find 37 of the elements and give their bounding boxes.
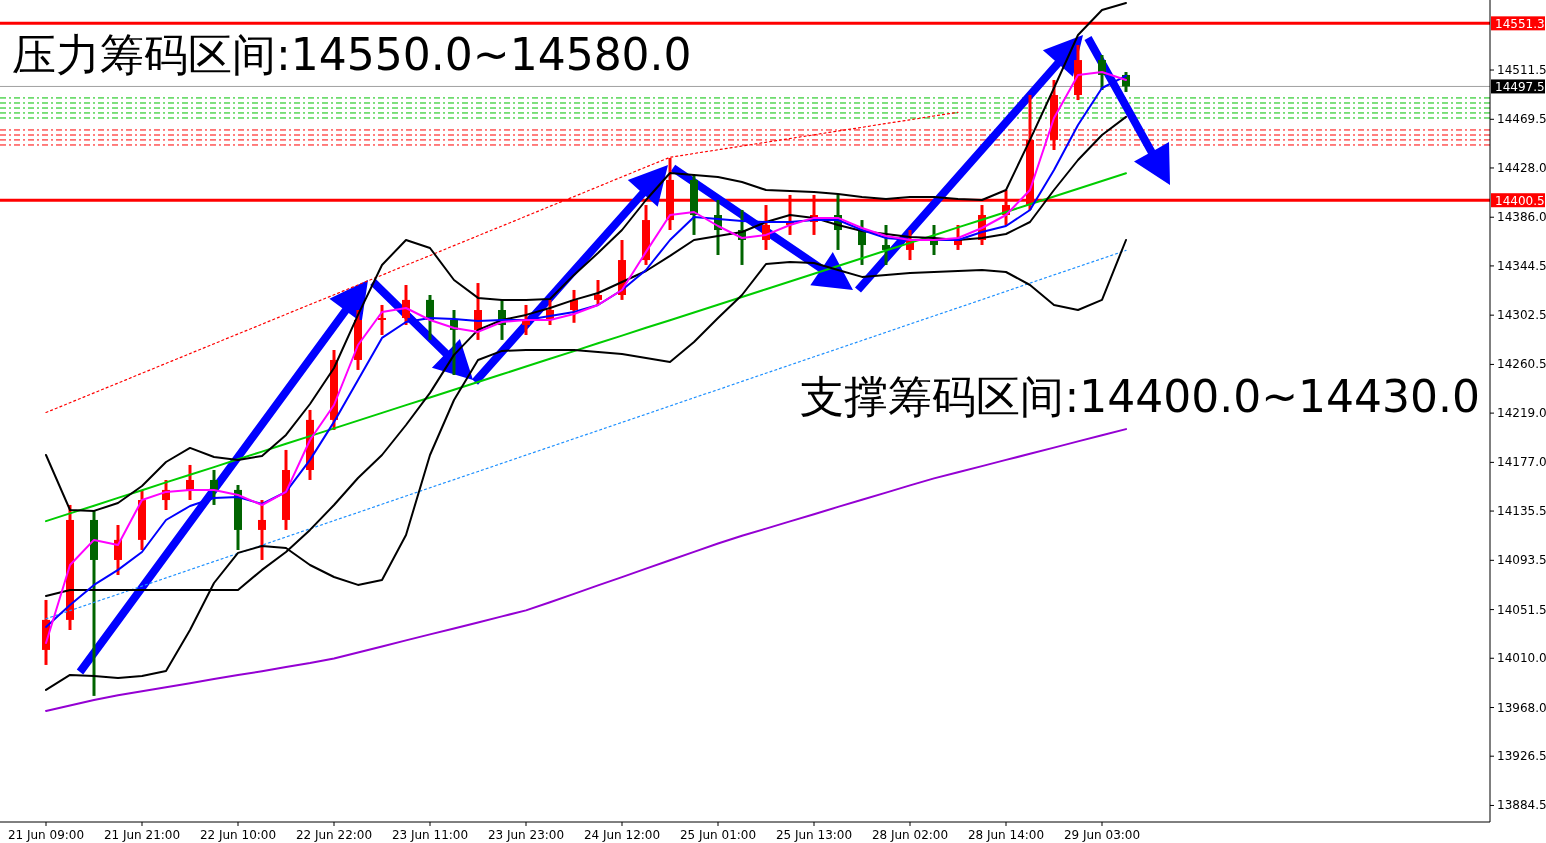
x-tick-label: 22 Jun 22:00 — [295, 828, 373, 842]
y-tick-label: 14219.0 — [1497, 406, 1546, 421]
x-tick-label: 21 Jun 21:00 — [103, 828, 181, 842]
y-tick-label: 14010.0 — [1497, 651, 1546, 666]
line-series — [45, 428, 1127, 712]
y-tick-label: 14051.5 — [1497, 602, 1546, 617]
y-tick-label: 14177.0 — [1497, 455, 1546, 470]
y-tick-label: 14260.5 — [1497, 357, 1546, 372]
x-tick-label: 24 Jun 12:00 — [583, 828, 661, 842]
y-tick-label: 14344.5 — [1497, 258, 1546, 273]
y-tick-label: 14093.5 — [1497, 553, 1546, 568]
y-tick-label: 14511.5 — [1497, 63, 1546, 78]
y-tick-label: 14302.5 — [1497, 308, 1546, 323]
x-tick-label: 25 Jun 13:00 — [775, 828, 853, 842]
candlestick — [594, 279, 602, 305]
y-tick-label: 14469.5 — [1497, 112, 1546, 127]
x-tick-label: 23 Jun 23:00 — [487, 828, 565, 842]
annotation: 压力筹码区间:14550.0~14580.0 — [12, 29, 692, 80]
x-tick-label: 23 Jun 11:00 — [391, 828, 469, 842]
y-tick-label: 13968.0 — [1497, 700, 1546, 715]
y-tick-label: 13884.5 — [1497, 798, 1546, 813]
y-tick-label: 14386.0 — [1497, 210, 1546, 225]
x-tick-label: 28 Jun 02:00 — [871, 828, 949, 842]
y-tick-label: 13926.5 — [1497, 749, 1546, 764]
candlestick — [258, 500, 266, 560]
x-tick-label: 29 Jun 03:00 — [1063, 828, 1141, 842]
ref-line-label: 14551.3 — [1495, 16, 1545, 31]
ref-line-label: 14497.5 — [1495, 79, 1545, 94]
x-tick-label: 21 Jun 09:00 — [7, 828, 85, 842]
x-tick-label: 25 Jun 01:00 — [679, 828, 757, 842]
ref-line-label: 14400.5 — [1495, 193, 1545, 208]
x-tick-label: 22 Jun 10:00 — [199, 828, 277, 842]
candlestick — [378, 303, 386, 335]
y-tick-label: 14428.0 — [1497, 160, 1546, 175]
x-tick-label: 28 Jun 14:00 — [967, 828, 1045, 842]
y-tick-label: 14135.5 — [1497, 504, 1546, 519]
annotation: 支撑筹码区间:14400.0~14430.0 — [800, 371, 1480, 422]
